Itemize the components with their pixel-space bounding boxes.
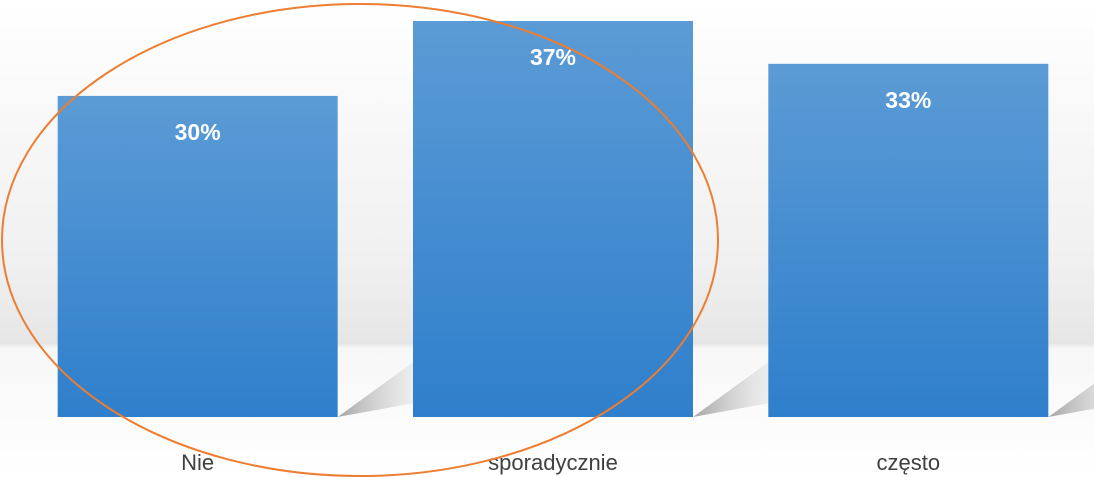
bars: 30%37%33% (57, 21, 1049, 418)
x-tick-label: sporadycznie (488, 450, 618, 475)
data-label: 33% (885, 87, 931, 113)
bar (57, 95, 338, 418)
x-tick-label: często (877, 450, 941, 475)
bar (768, 63, 1049, 417)
bar (413, 21, 693, 417)
bar-shadow (1048, 383, 1094, 417)
data-label: 30% (175, 119, 221, 145)
highlight-ellipse (1, 3, 719, 477)
